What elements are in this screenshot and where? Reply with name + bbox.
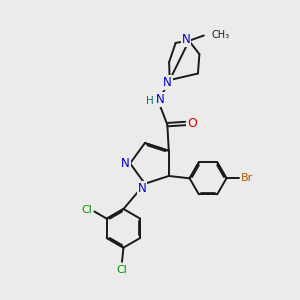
Text: N: N — [163, 76, 172, 89]
Text: N: N — [137, 182, 146, 195]
Text: CH₃: CH₃ — [212, 30, 230, 40]
Text: N: N — [156, 93, 165, 106]
Text: O: O — [187, 117, 197, 130]
Text: Br: Br — [241, 173, 253, 183]
Text: N: N — [182, 33, 190, 46]
Text: Cl: Cl — [81, 205, 92, 215]
Text: Cl: Cl — [116, 265, 128, 275]
Text: H: H — [146, 96, 154, 106]
Text: N: N — [121, 157, 130, 170]
